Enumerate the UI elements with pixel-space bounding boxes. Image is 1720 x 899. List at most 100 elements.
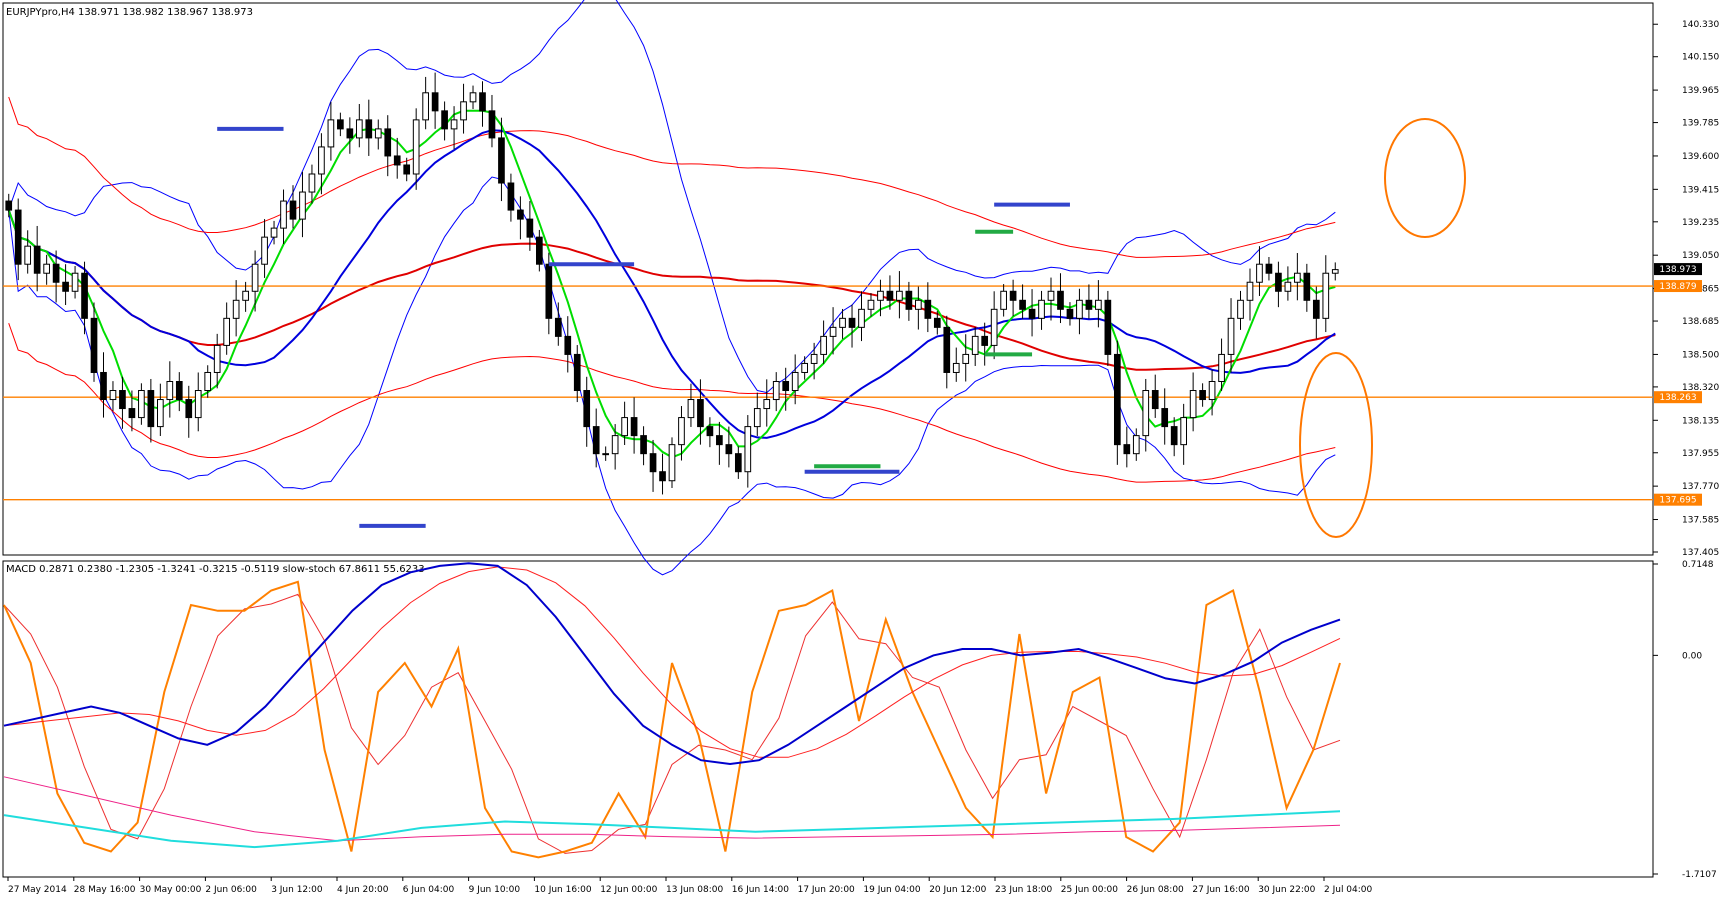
candle [43, 254, 50, 285]
candle [1218, 338, 1225, 391]
candle-body [1303, 272, 1311, 301]
candle-body [801, 362, 808, 373]
candle-body [1312, 299, 1320, 319]
candle [915, 286, 922, 330]
time-tick-label: 25 Jun 00:00 [1061, 885, 1118, 895]
candle [1066, 302, 1074, 326]
candle-body [1009, 290, 1017, 301]
candle-body [820, 335, 827, 355]
candle [450, 106, 458, 150]
candle-body [782, 380, 790, 392]
candle [526, 201, 534, 251]
candle [1095, 280, 1102, 328]
candle [365, 99, 373, 156]
candle-body [1038, 299, 1045, 319]
candle [734, 446, 742, 479]
candle [242, 281, 249, 312]
candle [318, 133, 325, 195]
candle [14, 198, 22, 281]
candle-body [1028, 308, 1036, 319]
candle-body [479, 92, 486, 112]
annotation-circles [1299, 118, 1466, 538]
candle-body [592, 426, 600, 455]
candle [346, 117, 354, 154]
candle [848, 304, 856, 348]
candle [1161, 388, 1169, 445]
candle [829, 307, 837, 355]
candle-body [498, 137, 505, 184]
candle-body [355, 119, 363, 139]
candle [1331, 262, 1339, 281]
stoch-k-line [3, 580, 1341, 859]
candle-body [213, 344, 221, 373]
time-tick-label: 27 Jun 16:00 [1192, 885, 1249, 895]
price-tick-label: 137.585 [1682, 516, 1719, 526]
envelope-lower [8, 323, 1336, 483]
candle-body [147, 390, 155, 428]
candle-body [1066, 308, 1074, 319]
candle-body [488, 110, 496, 139]
candle [109, 381, 117, 412]
candle-body [374, 128, 382, 139]
candle [62, 264, 69, 305]
time-tick-label: 9 Jun 10:00 [469, 885, 521, 895]
candle [839, 308, 846, 339]
support-resistance-lines [3, 285, 1653, 501]
candle-body [621, 417, 628, 437]
time-tick-label: 27 May 2014 [8, 885, 67, 895]
candle [194, 372, 202, 432]
candle [791, 354, 799, 405]
candle [877, 279, 884, 317]
candle-body [100, 371, 107, 401]
candle [1047, 277, 1055, 321]
indicator-tick-label: 0.7148 [1682, 560, 1714, 570]
candle-body [109, 390, 117, 401]
candle [138, 383, 145, 425]
candle [659, 453, 666, 495]
candle [573, 345, 581, 403]
candle-body [1275, 272, 1282, 292]
candle [1019, 284, 1026, 319]
candle-body [649, 453, 657, 473]
candle-body [175, 380, 183, 401]
candle-body [52, 263, 60, 283]
candle [810, 342, 818, 380]
slow-line-magenta [3, 776, 1341, 842]
candle-body [185, 399, 193, 419]
candle [706, 417, 714, 448]
candle-body [659, 471, 666, 482]
candle-body [270, 227, 278, 238]
candle [1237, 290, 1244, 330]
candle-body [962, 353, 970, 364]
candle-body [261, 236, 268, 265]
candle-body [1180, 417, 1188, 446]
upper-circle-annotation [1384, 118, 1466, 238]
candle-body [1237, 299, 1244, 319]
candle-body [365, 119, 373, 139]
candle-body [242, 290, 249, 301]
candle [488, 94, 496, 148]
candle-body [668, 444, 676, 482]
candle-body [450, 119, 458, 130]
candle-body [1331, 269, 1339, 274]
candle-body [346, 128, 354, 139]
envelope-upper [8, 96, 1336, 258]
candle [1028, 289, 1036, 337]
candle-body [469, 92, 477, 103]
candle-body [327, 119, 335, 148]
candle [1294, 253, 1301, 301]
candle-body [877, 290, 884, 301]
candle-body [308, 173, 316, 193]
candle-body [166, 380, 174, 401]
candle-body [280, 200, 287, 229]
candle-body [526, 218, 534, 238]
candle [185, 385, 193, 438]
candle [1199, 383, 1206, 407]
candle-body [1161, 408, 1169, 428]
candle-body [536, 236, 543, 265]
candle [232, 280, 240, 337]
candle [1009, 279, 1017, 317]
time-tick-label: 16 Jun 14:00 [732, 885, 789, 895]
candle-body [62, 281, 69, 292]
price-tick-label: 139.600 [1682, 152, 1719, 162]
